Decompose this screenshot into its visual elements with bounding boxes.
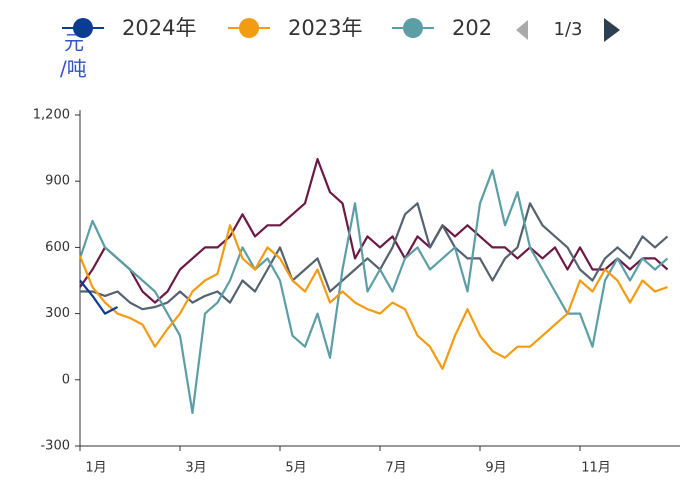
x-tick-label: 3月 (185, 461, 206, 476)
legend-prev[interactable] (516, 20, 528, 40)
y-label: /吨 (60, 57, 87, 81)
series-line (80, 202, 669, 311)
y-tick-label: 300 (45, 306, 70, 321)
legend-label[interactable]: 202 (452, 16, 492, 40)
x-tick-label: 5月 (285, 461, 306, 476)
y-tick-label: 1,200 (33, 108, 70, 123)
series-line (78, 169, 669, 414)
legend-label[interactable]: 2023年 (288, 16, 362, 40)
x-tick-label: 11月 (581, 461, 611, 476)
series-line (79, 158, 669, 304)
y-tick-label: 900 (45, 174, 70, 189)
y-tick-label: 600 (45, 240, 70, 255)
series-line (78, 224, 668, 370)
legend-next[interactable] (604, 18, 620, 42)
x-tick-label: 9月 (485, 461, 506, 476)
series-line (79, 279, 119, 315)
legend-marker[interactable] (73, 18, 93, 38)
legend-marker[interactable] (403, 18, 423, 38)
y-tick-label: -300 (40, 439, 70, 454)
x-tick-label: 7月 (385, 461, 406, 476)
legend-page: 1/3 (554, 19, 583, 40)
legend-marker[interactable] (239, 18, 259, 38)
y-tick-label: 0 (62, 372, 70, 387)
x-tick-label: 1月 (85, 461, 106, 476)
legend-label[interactable]: 2024年 (122, 16, 196, 40)
